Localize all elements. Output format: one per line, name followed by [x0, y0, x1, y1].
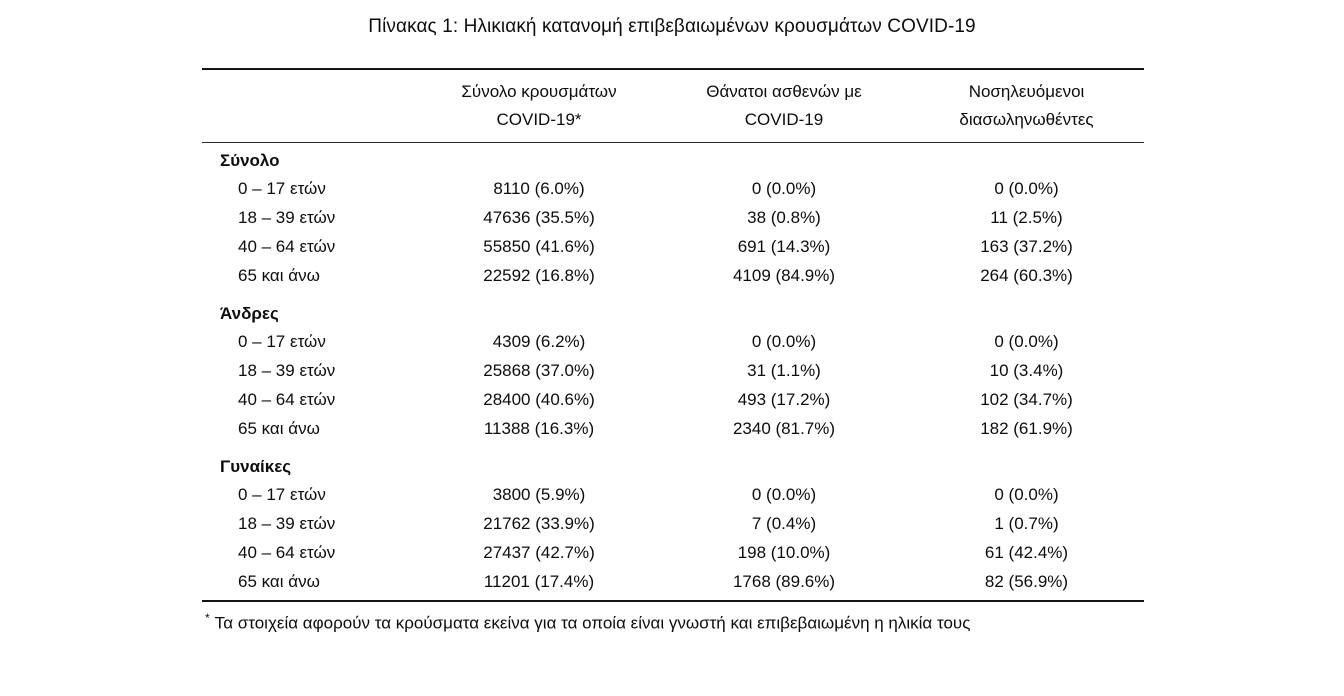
table-row: 40 – 64 ετών 55850 (41.6%) 691 (14.3%) 1… — [202, 233, 1144, 262]
age-group-label: 40 – 64 ετών — [238, 543, 336, 562]
intubated-value: 102 (34.7%) — [980, 390, 1073, 409]
age-group-label: 65 και άνω — [238, 266, 320, 285]
header-empty-cell — [202, 69, 419, 143]
table-row: 65 και άνω 22592 (16.8%) 4109 (84.9%) 26… — [202, 262, 1144, 291]
cases-value: 47636 (35.5%) — [483, 208, 595, 227]
deaths-value: 0 (0.0%) — [751, 332, 817, 351]
intubated-value: 1 (0.7%) — [994, 514, 1059, 533]
header-intubated-line1: Νοσηλευόμενοι — [968, 82, 1085, 101]
section-name: Σύνολο — [220, 150, 280, 170]
deaths-value: 691 (14.3%) — [737, 237, 831, 256]
cases-value: 11388 (16.3%) — [483, 419, 595, 438]
deaths-value: 2340 (81.7%) — [732, 419, 836, 438]
section-header-women: Γυναίκες — [202, 444, 1144, 481]
table-title: Πίνακας 1: Ηλικιακή κατανομή επιβεβαιωμέ… — [368, 16, 976, 37]
header-intubated: Νοσηλευόμενοι διασωληνωθέντες — [909, 69, 1144, 143]
table-row: 65 και άνω 11388 (16.3%) 2340 (81.7%) 18… — [202, 415, 1144, 444]
cases-value: 55850 (41.6%) — [483, 237, 595, 256]
covid-age-distribution-table: Σύνολο κρουσμάτων COVID-19* Θάνατοι ασθε… — [202, 68, 1144, 602]
cases-value: 8110 (6.0%) — [493, 179, 585, 198]
intubated-value: 11 (2.5%) — [990, 208, 1063, 227]
age-group-label: 65 και άνω — [238, 571, 320, 591]
cases-value: 21762 (33.9%) — [483, 514, 595, 533]
header-row: Σύνολο κρουσμάτων COVID-19* Θάνατοι ασθε… — [202, 69, 1144, 143]
age-group-label: 0 – 17 ετών — [238, 485, 326, 504]
table-footnote: * Τα στοιχεία αφορούν τα κρούσματα εκείνα… — [205, 606, 1344, 636]
age-group-label: 0 – 17 ετών — [238, 332, 326, 351]
section-header-total: Σύνολο — [202, 143, 1144, 175]
footnote-asterisk: * — [205, 610, 210, 625]
intubated-value: 163 (37.2%) — [980, 237, 1073, 256]
deaths-value: 4109 (84.9%) — [732, 266, 836, 285]
intubated-value: 0 (0.0%) — [994, 179, 1059, 198]
table-body: Σύνολο 0 – 17 ετών 8110 (6.0%) 0 (0.0%) … — [202, 143, 1144, 601]
intubated-value: 264 (60.3%) — [980, 266, 1073, 285]
intubated-value: 82 (56.9%) — [984, 571, 1069, 591]
table-row: 18 – 39 ετών 25868 (37.0%) 31 (1.1%) 10 … — [202, 357, 1144, 386]
deaths-value: 1768 (89.6%) — [732, 571, 836, 591]
table-header: Σύνολο κρουσμάτων COVID-19* Θάνατοι ασθε… — [202, 69, 1144, 143]
header-total-cases-line2: COVID-19* — [496, 110, 582, 129]
header-deaths: Θάνατοι ασθενών με COVID-19 — [659, 69, 909, 143]
table-row: 40 – 64 ετών 27437 (42.7%) 198 (10.0%) 6… — [202, 539, 1144, 568]
table-row: 0 – 17 ετών 4309 (6.2%) 0 (0.0%) 0 (0.0%… — [202, 328, 1144, 357]
deaths-value: 0 (0.0%) — [751, 179, 817, 198]
deaths-value: 31 (1.1%) — [747, 361, 821, 380]
section-header-men: Άνδρες — [202, 291, 1144, 328]
cases-value: 25868 (37.0%) — [483, 361, 595, 380]
deaths-value: 0 (0.0%) — [751, 485, 817, 504]
age-group-label: 40 – 64 ετών — [238, 390, 336, 409]
age-group-label: 18 – 39 ετών — [238, 361, 336, 380]
header-deaths-line2: COVID-19 — [744, 110, 824, 129]
table-row: 0 – 17 ετών 3800 (5.9%) 0 (0.0%) 0 (0.0%… — [202, 481, 1144, 510]
header-deaths-line1: Θάνατοι ασθενών με — [706, 82, 862, 101]
header-total-cases: Σύνολο κρουσμάτων COVID-19* — [419, 69, 659, 143]
header-intubated-line2: διασωληνωθέντες — [959, 110, 1094, 129]
table-row: 40 – 64 ετών 28400 (40.6%) 493 (17.2%) 1… — [202, 386, 1144, 415]
table-row: 65 και άνω 11201 (17.4%) 1768 (89.6%) 82… — [202, 568, 1144, 601]
deaths-value: 198 (10.0%) — [737, 543, 831, 562]
section-name: Γυναίκες — [220, 457, 292, 476]
table-row: 0 – 17 ετών 8110 (6.0%) 0 (0.0%) 0 (0.0%… — [202, 175, 1144, 204]
cases-value: 11201 (17.4%) — [483, 571, 595, 591]
cases-value: 22592 (16.8%) — [483, 266, 595, 285]
cases-value: 3800 (5.9%) — [492, 485, 586, 504]
cases-value: 4309 (6.2%) — [492, 332, 586, 351]
section-name: Άνδρες — [220, 304, 279, 323]
deaths-value: 493 (17.2%) — [737, 390, 831, 409]
intubated-value: 0 (0.0%) — [994, 332, 1059, 351]
intubated-value: 10 (3.4%) — [989, 361, 1064, 380]
table-row: 18 – 39 ετών 47636 (35.5%) 38 (0.8%) 11 … — [202, 204, 1144, 233]
deaths-value: 38 (0.8%) — [747, 208, 821, 227]
header-total-cases-line1: Σύνολο κρουσμάτων — [461, 82, 617, 101]
age-group-label: 18 – 39 ετών — [238, 514, 336, 533]
age-group-label: 65 και άνω — [238, 419, 320, 438]
deaths-value: 7 (0.4%) — [751, 514, 817, 533]
intubated-value: 61 (42.4%) — [984, 543, 1069, 562]
footnote-text: Τα στοιχεία αφορούν τα κρούσματα εκείνα … — [214, 613, 971, 633]
cases-value: 27437 (42.7%) — [483, 543, 595, 562]
age-group-label: 40 – 64 ετών — [238, 237, 336, 256]
cases-value: 28400 (40.6%) — [483, 390, 595, 409]
age-group-label: 18 – 39 ετών — [238, 208, 336, 227]
age-group-label: 0 – 17 ετών — [238, 179, 326, 198]
intubated-value: 182 (61.9%) — [980, 419, 1073, 438]
intubated-value: 0 (0.0%) — [994, 485, 1059, 504]
table-row: 18 – 39 ετών 21762 (33.9%) 7 (0.4%) 1 (0… — [202, 510, 1144, 539]
